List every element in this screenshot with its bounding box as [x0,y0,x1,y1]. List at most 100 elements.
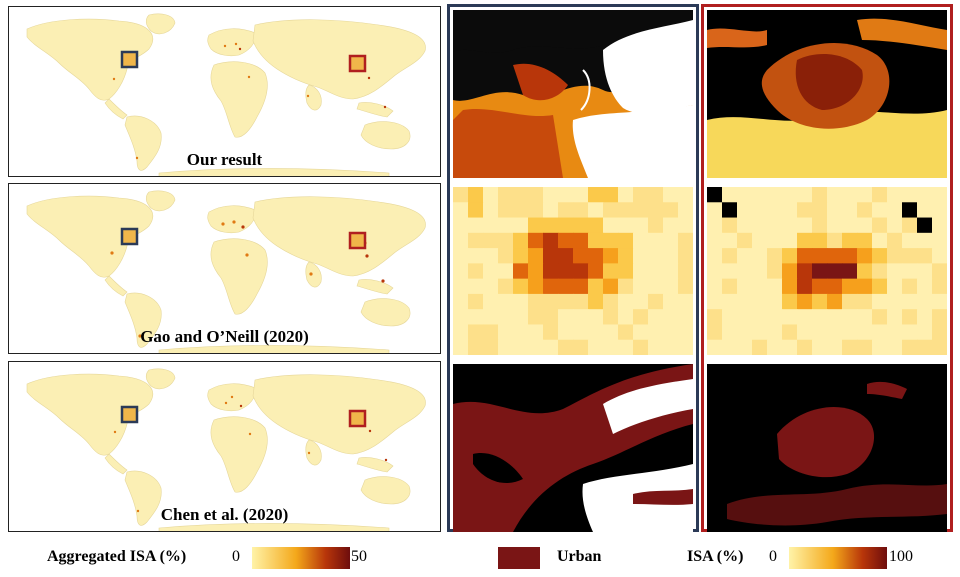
legend-isa-max: 100 [889,548,913,565]
isa-grid-cell [468,278,484,295]
isa-grid-cell [722,217,738,234]
isa-grid-cell [737,339,753,355]
isa-grid-cell [633,232,649,249]
isa-grid-cell [468,263,484,280]
urban-hotspot [112,77,116,81]
isa-grid-cell [902,293,918,310]
isa-grid-cell [648,232,664,249]
urban-hotspot [247,75,251,79]
isa-grid-cell [887,309,903,325]
isa-grid-cell [678,293,693,310]
isa-grid-cell [588,187,604,203]
landmass [356,279,394,295]
isa-grid-cell [678,263,693,280]
isa-grid-cell [902,187,918,203]
isa-grid-cell [752,232,768,249]
isa-grid-cell [872,202,888,219]
nodata-cell [917,217,932,233]
isa-grid-cell [722,248,738,264]
legend-urban-label: Urban [557,548,602,565]
isa-grid-cell [663,293,679,310]
landmass [305,439,322,466]
landmass [252,196,426,277]
isa-grid-cell [797,293,813,310]
isa-grid-cell [663,232,679,249]
isa-grid-cell [767,263,783,280]
isa-grid-cell [513,324,529,341]
isa-grid-cell [513,202,529,219]
legend-isa-min: 0 [769,548,777,565]
isa-grid-cell [453,232,469,249]
isa-grid-cell [543,202,559,219]
urban-hotspot [234,42,238,46]
isa-grid-cell [797,339,813,355]
isa-grid-cell [558,248,574,264]
landmass [305,261,322,288]
isa-grid-cell [648,309,664,325]
isa-grid-cell [513,248,529,264]
isa-grid-cell [648,278,664,295]
isa-grid-cell [453,263,469,280]
isa-grid-cell [737,187,753,203]
isa-grid-cell [648,263,664,280]
isa-grid-cell [842,217,858,234]
landmass [356,102,394,118]
landmass [158,523,390,531]
urban-hotspot [383,105,387,109]
isa-grid-cell [887,324,903,341]
isa-grid-cell [678,278,693,295]
isa-grid-cell [468,309,484,325]
urban-hotspot [238,47,242,51]
isa-grid-cell [543,293,559,310]
isa-grid-cell [752,217,768,234]
isa-grid-cell [887,187,903,203]
map-caption: Gao and O’Neill (2020) [140,327,309,346]
region-box-new-york [120,227,139,246]
isa-grid-cell [573,339,589,355]
isa-grid-cell [633,278,649,295]
urban-hotspot [138,334,142,338]
isa-grid-cell [543,263,559,280]
isa-grid-cell [648,187,664,203]
isa-grid-cell [528,293,544,310]
isa-grid-cell [558,232,574,249]
isa-grid-cell [782,232,798,249]
isa-grid-cell [543,309,559,325]
region-box-new-york [120,405,139,424]
isa-grid-cell [932,187,947,203]
isa-grid-cell [707,248,723,264]
isa-grid-cell [618,324,634,341]
isa-grid-cell [722,263,738,280]
isa-grid-cell [573,232,589,249]
world-map [26,368,426,531]
isa-grid-cell [932,263,947,280]
zoom-bj-our-result [707,10,947,178]
isa-grid-cell [842,339,858,355]
isa-grid-cell [573,217,589,234]
isa-grid-cell [528,309,544,325]
isa-grid-cell [573,324,589,341]
legend-isa-label: ISA (%) [687,548,744,565]
isa-grid-cell [678,309,693,325]
landmass [145,13,176,35]
isa-grid-cell [707,324,723,341]
legend-aggregated-max: 50 [351,548,367,565]
isa-grid-cell [872,263,888,280]
urban-hotspot [245,253,249,257]
isa-grid-cell [917,339,933,355]
isa-grid-cell [588,232,604,249]
isa-grid-cell [603,202,619,219]
isa-grid-cell [767,202,783,219]
region-box-beijing [348,409,367,428]
isa-grid-cell [663,309,679,325]
isa-grid-cell [872,293,888,310]
isa-grid-cell [483,263,499,280]
aggregated-color-ramp [252,547,350,569]
landmass [124,115,162,171]
isa-grid-cell [797,309,813,325]
region-box-beijing [348,54,367,73]
isa-grid-cell [498,324,514,341]
isa-grid-cell [737,309,753,325]
isa-grid-cell [872,217,888,234]
isa-grid-cell [498,187,514,203]
